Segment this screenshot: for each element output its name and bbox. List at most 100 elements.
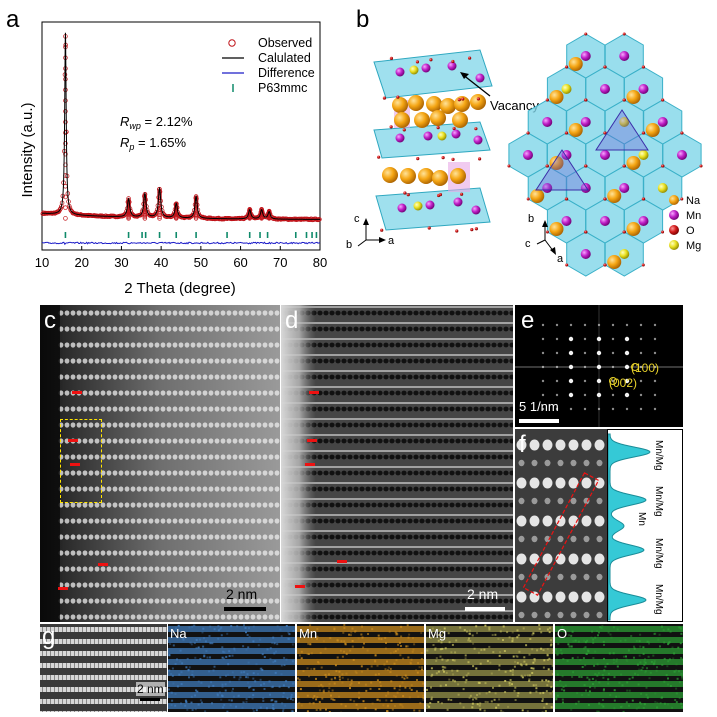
mn-atom xyxy=(447,61,457,71)
eds-noise xyxy=(621,684,624,687)
eds-noise xyxy=(365,689,368,692)
eds-noise xyxy=(578,675,581,678)
eds-stripe xyxy=(168,637,295,643)
eds-noise xyxy=(556,653,559,656)
eds-noise xyxy=(613,676,616,679)
eds-noise xyxy=(643,663,646,666)
eds-noise xyxy=(389,667,392,670)
eds-noise xyxy=(541,700,544,702)
eds-noise xyxy=(400,635,403,638)
eds-noise xyxy=(451,643,454,646)
eds-noise xyxy=(313,667,316,670)
eds-noise xyxy=(213,628,216,631)
eds-noise xyxy=(484,624,487,627)
eds-noise xyxy=(216,693,219,696)
eds-noise xyxy=(661,663,664,666)
eds-noise xyxy=(421,668,423,671)
eds-noise xyxy=(522,627,525,630)
eds-noise xyxy=(610,636,613,639)
eds-noise xyxy=(451,659,454,662)
fft-spot xyxy=(583,365,587,369)
eds-noise xyxy=(386,660,388,663)
rwp-text: Rwp = 2.12% xyxy=(120,114,193,131)
eds-noise xyxy=(567,643,570,646)
mn-atom xyxy=(619,183,630,193)
axis-c2-label: c xyxy=(525,238,531,250)
eds-noise xyxy=(190,701,193,704)
eds-noise xyxy=(620,673,623,676)
eds-noise xyxy=(257,673,259,675)
eds-noise xyxy=(656,706,658,709)
eds-noise xyxy=(317,661,319,663)
eds-noise xyxy=(511,640,514,643)
eds-noise xyxy=(392,651,395,654)
eds-noise xyxy=(472,698,474,701)
eds-noise xyxy=(511,673,514,676)
eds-noise xyxy=(248,696,251,699)
eds-noise xyxy=(210,681,213,684)
eds-noise xyxy=(538,627,541,630)
fft-spot xyxy=(611,351,615,355)
eds-noise xyxy=(185,666,188,669)
eds-noise xyxy=(315,709,318,711)
eds-noise xyxy=(609,633,612,636)
o-atom xyxy=(441,156,445,160)
eds-noise xyxy=(571,630,574,633)
eds-noise xyxy=(459,626,462,629)
eds-noise xyxy=(603,643,605,646)
eds-noise xyxy=(389,671,392,674)
eds-noise xyxy=(631,699,634,702)
eds-noise xyxy=(450,651,453,654)
eds-noise xyxy=(616,628,619,631)
o-atom xyxy=(396,95,400,99)
eds-noise xyxy=(226,632,229,635)
eds-noise xyxy=(376,698,378,701)
eds-noise xyxy=(252,640,255,643)
eds-noise xyxy=(431,630,433,633)
o-atom xyxy=(603,65,607,69)
eds-noise xyxy=(179,660,182,663)
side-view-structure xyxy=(373,49,493,233)
o-atom xyxy=(377,155,381,159)
fft-spot xyxy=(541,379,545,383)
eds-noise xyxy=(285,680,288,683)
eds-noise xyxy=(533,660,536,663)
eds-noise xyxy=(245,698,248,700)
eds-noise xyxy=(348,633,351,636)
eds-noise xyxy=(495,706,498,709)
eds-noise xyxy=(616,665,619,668)
eds-noise xyxy=(306,652,309,655)
eds-noise xyxy=(516,694,519,697)
eds-noise xyxy=(171,674,174,677)
eds-noise xyxy=(212,684,215,687)
eds-noise xyxy=(228,680,231,683)
eds-noise xyxy=(679,627,682,630)
eds-noise xyxy=(284,704,287,707)
eds-noise xyxy=(448,678,451,681)
eds-noise xyxy=(401,676,404,679)
eds-noise xyxy=(223,657,226,660)
eds-noise xyxy=(177,624,180,627)
x-tick-label: 60 xyxy=(233,255,247,270)
eds-noise xyxy=(308,675,310,678)
eds-noise xyxy=(358,681,360,684)
eds-stripe xyxy=(297,637,424,643)
eds-noise xyxy=(445,671,448,674)
na-atom xyxy=(549,222,564,236)
crystal-structure-figure: Vacancy c a b b a c Na Mn O Mg xyxy=(346,32,703,277)
eds-stripe xyxy=(297,659,424,665)
eds-noise xyxy=(252,625,255,628)
vacancy-label: Vacancy xyxy=(490,98,539,113)
eds-noise xyxy=(528,680,531,682)
eds-noise xyxy=(606,662,609,665)
eds-noise xyxy=(628,704,630,707)
eds-noise xyxy=(465,679,468,682)
eds-noise xyxy=(545,679,548,682)
observed-point xyxy=(63,151,68,157)
eds-noise xyxy=(308,702,311,705)
x-tick-label: 70 xyxy=(273,255,287,270)
eds-noise xyxy=(344,643,347,646)
eds-noise xyxy=(423,689,424,692)
eds-noise xyxy=(331,689,334,692)
eds-noise xyxy=(503,650,506,652)
